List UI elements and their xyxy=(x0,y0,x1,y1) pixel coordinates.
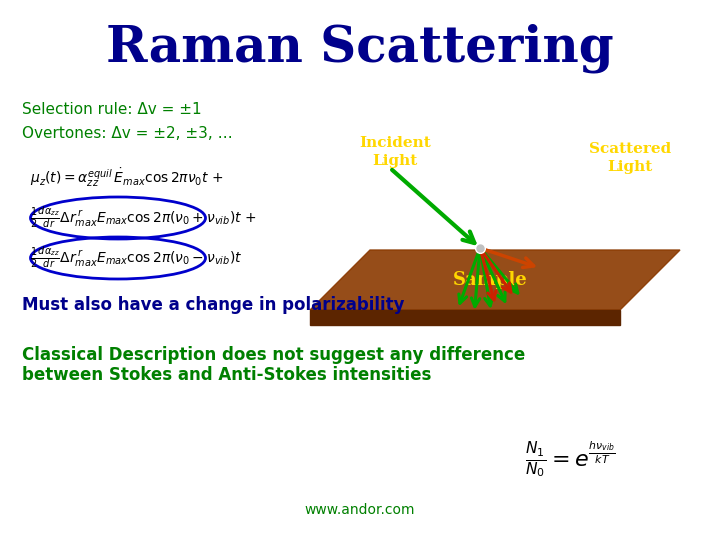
Text: Sample: Sample xyxy=(453,271,527,289)
Polygon shape xyxy=(310,310,620,325)
Text: Selection rule: Δv = ±1: Selection rule: Δv = ±1 xyxy=(22,103,202,118)
Text: $\frac{1}{2}\frac{d\alpha_{zz}}{dr}\Delta r_{max}^{\,r}E_{max}\cos 2\pi(\nu_0 + : $\frac{1}{2}\frac{d\alpha_{zz}}{dr}\Delt… xyxy=(30,205,257,231)
Text: Classical Description does not suggest any difference: Classical Description does not suggest a… xyxy=(22,346,526,364)
Text: Overtones: Δv = ±2, ±3, …: Overtones: Δv = ±2, ±3, … xyxy=(22,125,233,140)
Polygon shape xyxy=(310,250,680,310)
Text: $\frac{N_1}{N_0} = e^{\frac{h\nu_{vib}}{kT}}$: $\frac{N_1}{N_0} = e^{\frac{h\nu_{vib}}{… xyxy=(525,440,616,480)
Text: Scattered
Light: Scattered Light xyxy=(589,143,671,174)
Text: $\mu_z(t) = \alpha_{zz}^{equil}\,\dot{E}_{max}\cos 2\pi\nu_0 t\,+$: $\mu_z(t) = \alpha_{zz}^{equil}\,\dot{E}… xyxy=(30,167,224,190)
Text: $\frac{1}{2}\frac{d\alpha_{zz}}{dr}\Delta r_{max}^{\,r}E_{max}\cos 2\pi(\nu_0 - : $\frac{1}{2}\frac{d\alpha_{zz}}{dr}\Delt… xyxy=(30,245,243,271)
Text: Incident
Light: Incident Light xyxy=(359,137,431,167)
Text: between Stokes and Anti-Stokes intensities: between Stokes and Anti-Stokes intensiti… xyxy=(22,366,431,384)
Text: Raman Scattering: Raman Scattering xyxy=(106,23,614,73)
Text: Must also have a change in polarizability: Must also have a change in polarizabilit… xyxy=(22,296,405,314)
Text: www.andor.com: www.andor.com xyxy=(305,503,415,517)
